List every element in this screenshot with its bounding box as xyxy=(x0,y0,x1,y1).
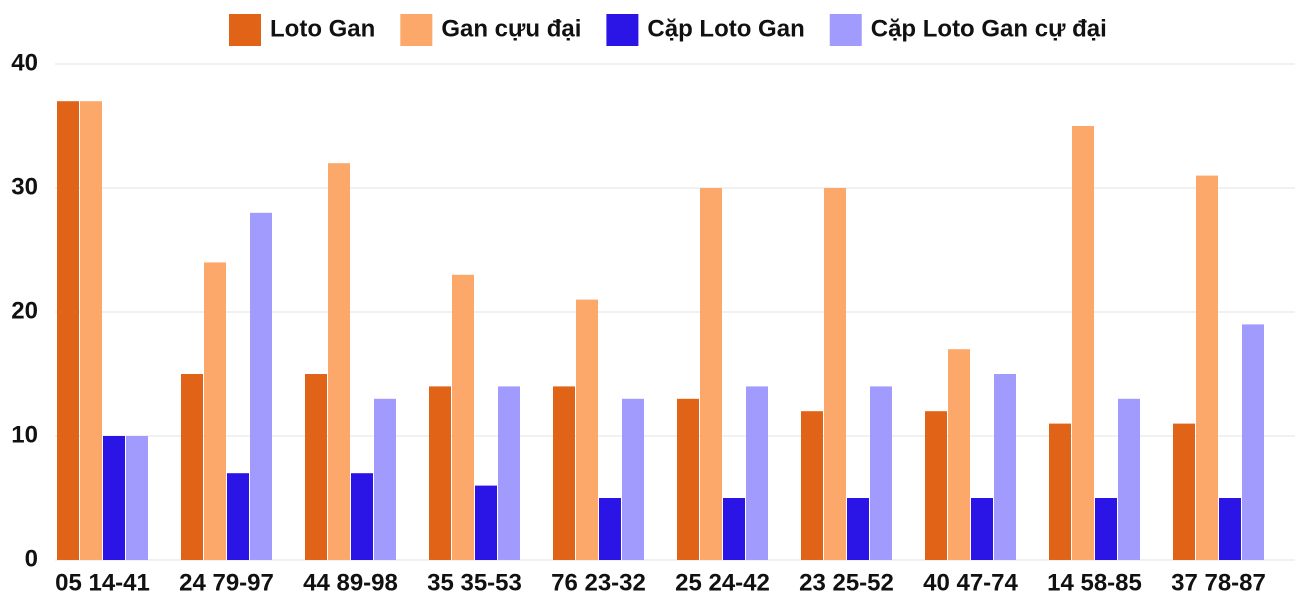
bar xyxy=(498,386,520,560)
bar xyxy=(328,163,350,560)
bar xyxy=(801,411,823,560)
bar xyxy=(925,411,947,560)
x-tick-label: 37 78-87 xyxy=(1171,569,1266,596)
legend-label: Gan cựu đại xyxy=(441,15,581,42)
bar xyxy=(994,374,1016,560)
bar xyxy=(374,398,396,560)
bar xyxy=(1118,398,1140,560)
x-tick-label: 24 79-97 xyxy=(179,569,274,596)
bar xyxy=(746,386,768,560)
bar xyxy=(57,101,79,560)
bar xyxy=(1049,423,1071,560)
y-tick-label: 10 xyxy=(11,421,38,448)
legend-label: Cặp Loto Gan cự đại xyxy=(871,15,1107,42)
bar xyxy=(429,386,451,560)
bar xyxy=(1242,324,1264,560)
y-tick-label: 30 xyxy=(11,173,38,200)
bar xyxy=(351,473,373,560)
y-tick-label: 40 xyxy=(11,49,38,76)
bar xyxy=(204,262,226,560)
y-tick-label: 0 xyxy=(25,545,38,572)
bar xyxy=(553,386,575,560)
legend-swatch xyxy=(829,14,862,46)
bar xyxy=(1196,175,1218,560)
bar xyxy=(622,398,644,560)
bar xyxy=(250,212,272,561)
bar xyxy=(700,188,722,560)
bar xyxy=(1095,498,1117,560)
bar xyxy=(475,485,497,560)
x-tick-label: 25 24-42 xyxy=(675,569,770,596)
bar xyxy=(576,299,598,560)
bar xyxy=(599,498,621,560)
bar xyxy=(80,101,102,560)
bar xyxy=(723,498,745,560)
bar xyxy=(181,374,203,560)
x-tick-label: 76 23-32 xyxy=(551,569,646,596)
bar xyxy=(103,436,125,560)
bar xyxy=(870,386,892,560)
bar xyxy=(1173,423,1195,560)
legend-swatch xyxy=(400,14,433,46)
bar xyxy=(1219,498,1241,560)
legend-label: Cặp Loto Gan xyxy=(647,15,804,42)
bar xyxy=(948,349,970,560)
bar xyxy=(824,188,846,560)
legend-swatch xyxy=(229,14,261,46)
bar xyxy=(971,498,993,560)
x-tick-label: 44 89-98 xyxy=(303,569,398,596)
bar xyxy=(677,398,699,560)
x-tick-label: 35 35-53 xyxy=(427,569,522,596)
x-tick-label: 23 25-52 xyxy=(799,569,894,596)
x-tick-label: 40 47-74 xyxy=(923,569,1018,596)
bar xyxy=(847,498,869,560)
bar xyxy=(1072,126,1094,560)
bar xyxy=(452,274,474,560)
x-tick-label: 05 14-41 xyxy=(55,569,150,596)
legend-swatch xyxy=(606,14,639,46)
bar xyxy=(305,374,327,560)
y-tick-label: 20 xyxy=(11,297,38,324)
bar xyxy=(126,436,148,560)
bar xyxy=(227,473,249,560)
legend-label: Loto Gan xyxy=(270,15,375,42)
x-tick-label: 14 58-85 xyxy=(1047,569,1142,596)
